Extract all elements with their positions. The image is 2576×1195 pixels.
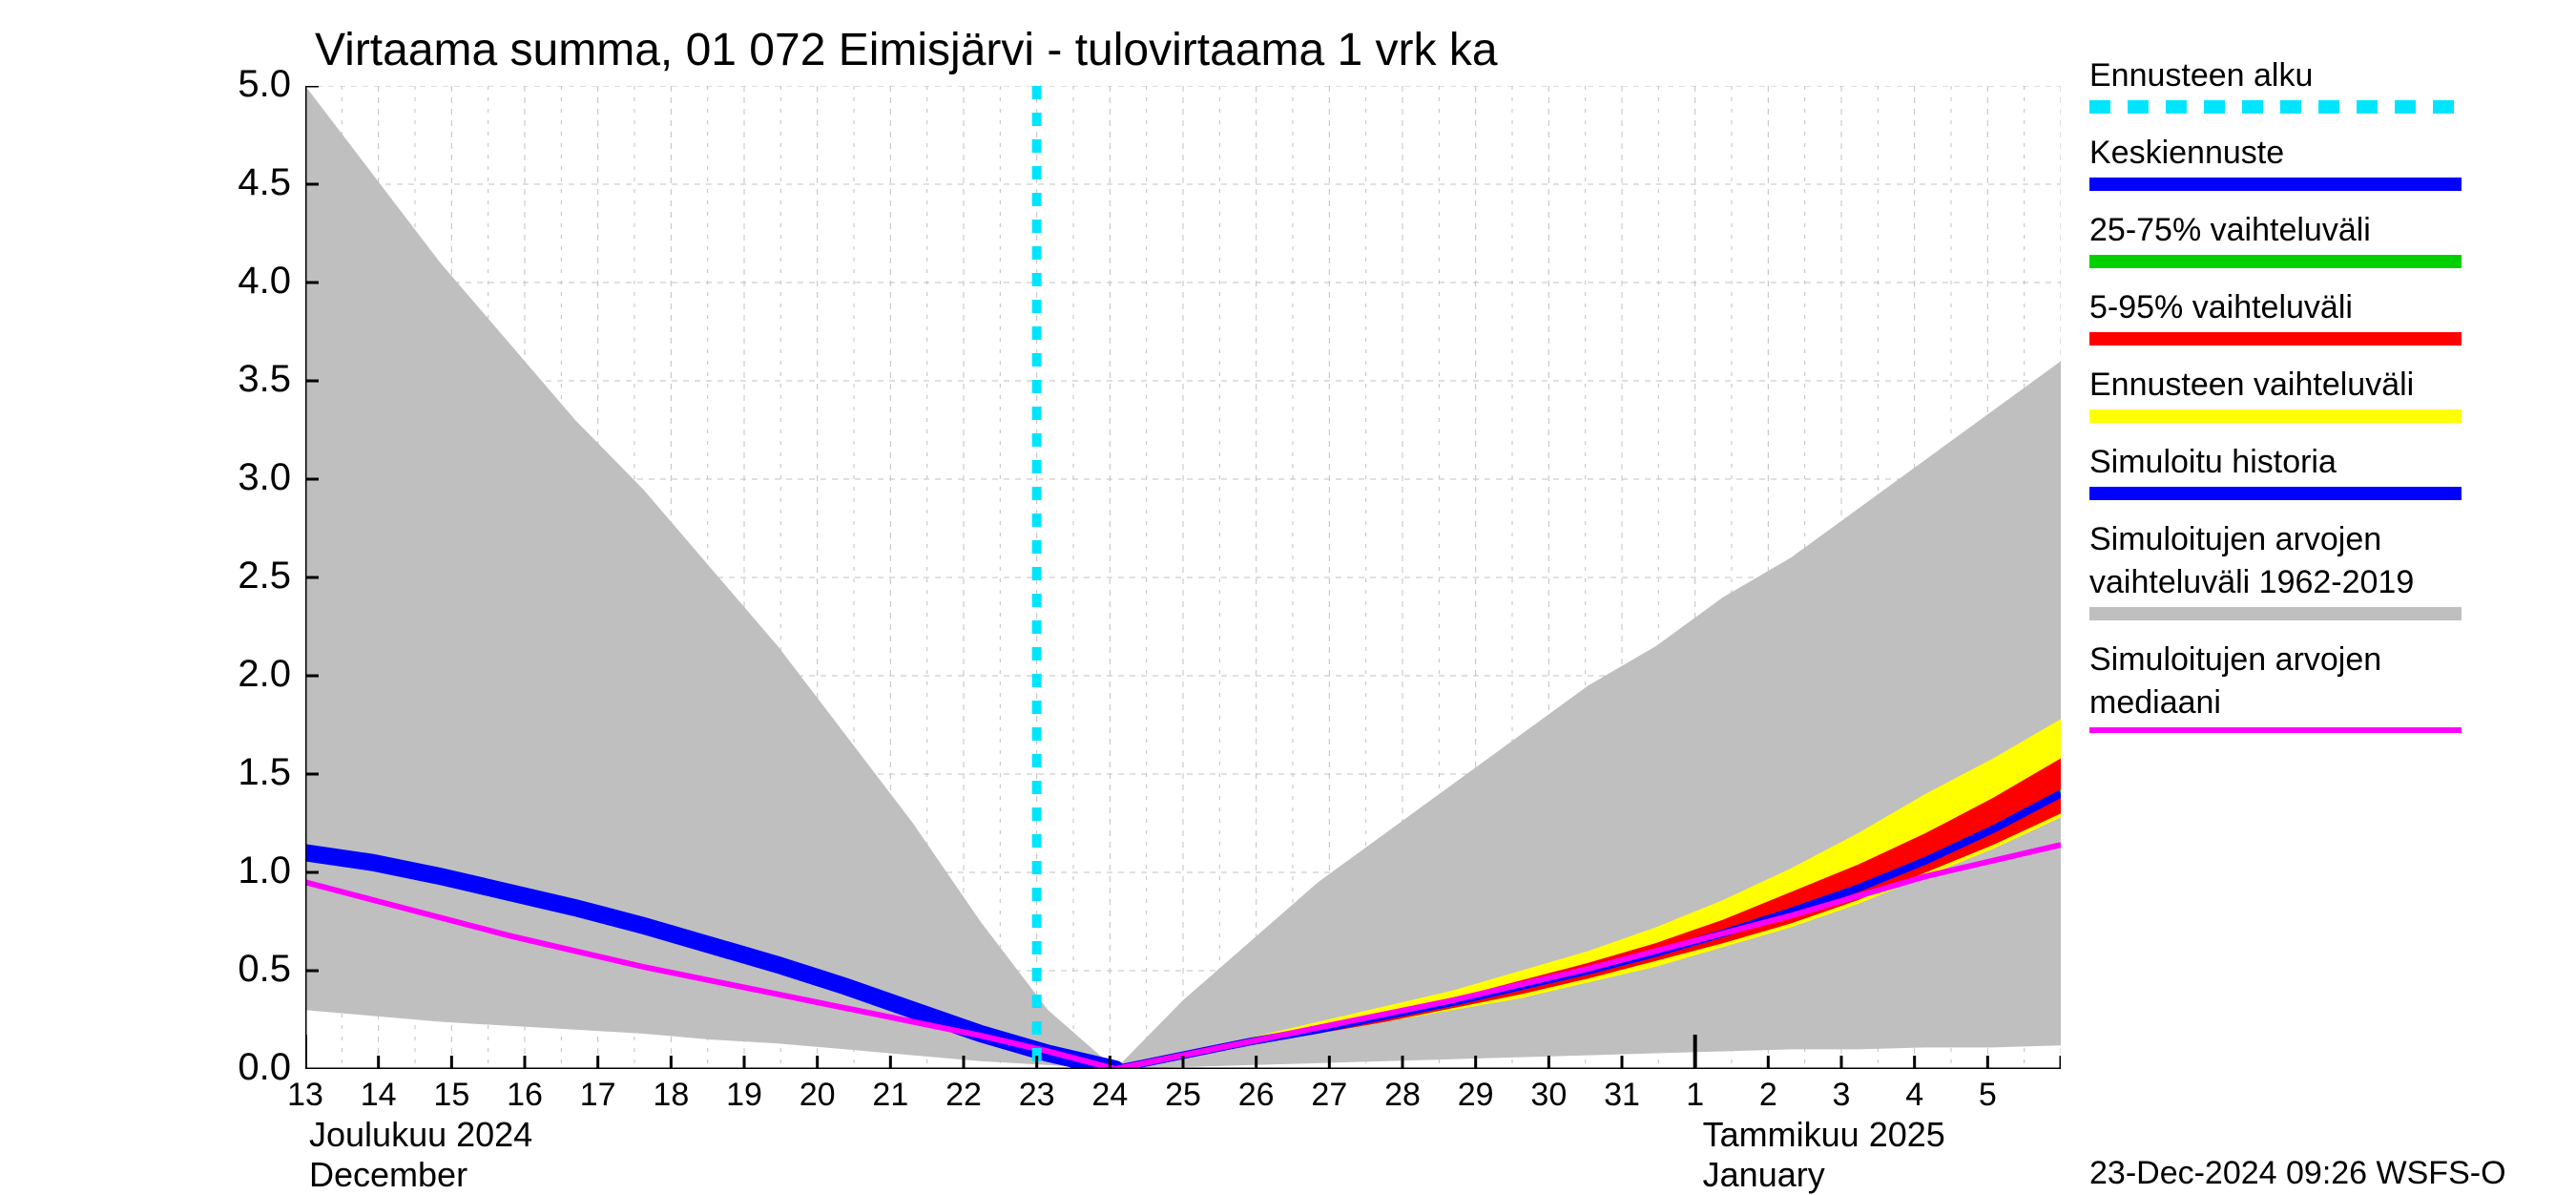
x-tick-label: 22 (935, 1077, 992, 1114)
x-tick-label: 5 (1959, 1077, 2016, 1114)
y-tick-label: 3.0 (200, 456, 291, 499)
y-tick-label: 3.5 (200, 358, 291, 401)
x-tick-label: 19 (716, 1077, 773, 1114)
x-tick-label: 29 (1447, 1077, 1505, 1114)
legend-label: Keskiennuste (2089, 135, 2462, 172)
x-tick-label: 26 (1228, 1077, 1285, 1114)
month-label-left-en: December (309, 1155, 467, 1195)
month-label-right-fi: Tammikuu 2025 (1703, 1115, 1945, 1155)
legend-item: Ennusteen alku (2089, 57, 2462, 131)
y-tick-label: 2.0 (200, 653, 291, 696)
x-tick-label: 31 (1593, 1077, 1651, 1114)
legend-label: Ennusteen vaihteluväli (2089, 367, 2462, 404)
x-tick-label: 16 (496, 1077, 553, 1114)
plot-area (305, 86, 2061, 1069)
x-tick-label: 4 (1886, 1077, 1943, 1114)
footer-timestamp: 23-Dec-2024 09:26 WSFS-O (2089, 1155, 2506, 1192)
y-tick-label: 0.5 (200, 948, 291, 991)
legend-swatch (2089, 178, 2462, 191)
y-tick-label: 1.5 (200, 751, 291, 794)
x-tick-label: 21 (862, 1077, 919, 1114)
y-tick-label: 4.0 (200, 260, 291, 303)
legend-item: 25-75% vaihteluväli (2089, 212, 2462, 285)
legend-item: Keskiennuste (2089, 135, 2462, 208)
y-tick-label: 5.0 (200, 63, 291, 106)
x-tick-label: 13 (277, 1077, 334, 1114)
legend-swatch (2089, 332, 2462, 346)
month-label-right-en: January (1703, 1155, 1825, 1195)
x-tick-label: 14 (350, 1077, 407, 1114)
x-tick-label: 30 (1520, 1077, 1577, 1114)
y-tick-label: 2.5 (200, 555, 291, 598)
x-tick-label: 1 (1667, 1077, 1724, 1114)
y-tick-label: 4.5 (200, 161, 291, 204)
x-tick-label: 27 (1300, 1077, 1358, 1114)
legend-swatch (2089, 607, 2462, 620)
legend-label: Simuloitu historia (2089, 444, 2462, 481)
chart-title: Virtaama summa, 01 072 Eimisjärvi - tulo… (315, 24, 1498, 76)
legend-item: 5-95% vaihteluväli (2089, 289, 2462, 363)
x-tick-label: 23 (1008, 1077, 1066, 1114)
legend-swatch (2089, 100, 2462, 114)
x-tick-label: 18 (642, 1077, 699, 1114)
x-tick-label: 24 (1081, 1077, 1138, 1114)
legend-label: 25-75% vaihteluväli (2089, 212, 2462, 249)
legend-item: Simuloitujen arvojen vaihteluväli 1962-20… (2089, 521, 2462, 638)
x-tick-label: 20 (789, 1077, 846, 1114)
x-tick-label: 28 (1374, 1077, 1431, 1114)
x-tick-label: 15 (423, 1077, 480, 1114)
y-tick-label: 1.0 (200, 849, 291, 892)
legend-swatch (2089, 255, 2462, 268)
legend-label: Simuloitujen arvojen (2089, 521, 2462, 558)
month-label-left-fi: Joulukuu 2024 (309, 1115, 532, 1155)
x-tick-label: 2 (1739, 1077, 1797, 1114)
x-tick-label: 17 (570, 1077, 627, 1114)
legend-label: vaihteluväli 1962-2019 (2089, 564, 2462, 601)
legend-item: Ennusteen vaihteluväli (2089, 367, 2462, 440)
chart-container: Cumulative flow 864 000 m3 / 10 vrky Vir… (0, 0, 2576, 1145)
legend-label: Simuloitujen arvojen (2089, 641, 2462, 679)
legend-label: 5-95% vaihteluväli (2089, 289, 2462, 326)
x-tick-label: 25 (1154, 1077, 1212, 1114)
x-tick-label: 3 (1813, 1077, 1870, 1114)
legend-item: Simuloitu historia (2089, 444, 2462, 517)
legend-swatch (2089, 487, 2462, 500)
legend-item: Simuloitujen arvojen mediaani (2089, 641, 2462, 750)
legend-swatch (2089, 409, 2462, 423)
legend: Ennusteen alku Keskiennuste 25-75% vaihtel… (2089, 57, 2462, 754)
legend-label: mediaani (2089, 684, 2462, 722)
legend-label: Ennusteen alku (2089, 57, 2462, 94)
